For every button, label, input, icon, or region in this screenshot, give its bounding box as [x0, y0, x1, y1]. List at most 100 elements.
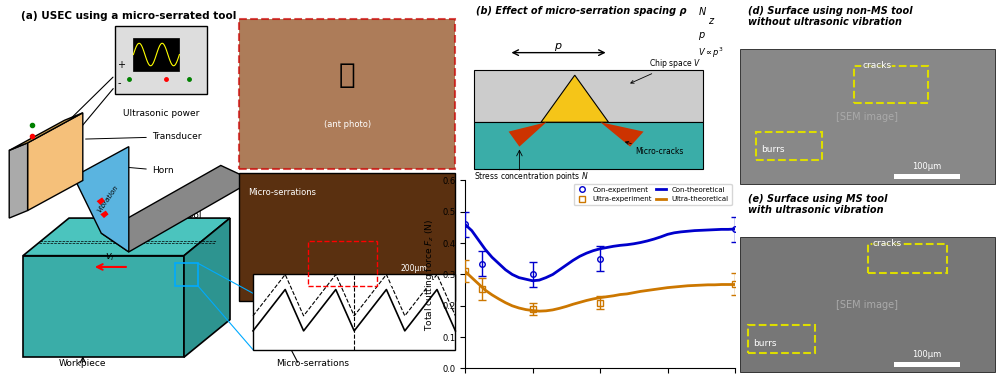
Text: Workpiece: Workpiece — [59, 359, 107, 368]
Polygon shape — [28, 113, 83, 211]
Y-axis label: Total cutting force $F_z$ (N): Total cutting force $F_z$ (N) — [423, 218, 436, 331]
Con-theoretical — [634, 240, 646, 245]
Con-theoretical — [479, 247, 491, 252]
Legend: Con-experiment, Ultra-experiment, Con-theoretical, Ultra-theoretical: Con-experiment, Ultra-experiment, Con-th… — [574, 184, 732, 205]
Ultra-theoretical — [648, 287, 660, 292]
Polygon shape — [97, 197, 105, 205]
Text: burrs: burrs — [762, 145, 785, 154]
Ultra-theoretical — [493, 297, 505, 301]
Bar — [133, 38, 179, 71]
Con-theoretical — [526, 279, 538, 283]
Text: $V \propto p^3$: $V \propto p^3$ — [698, 46, 724, 61]
Line: Ultra-theoretical: Ultra-theoretical — [465, 271, 735, 311]
Ultra-theoretical — [675, 284, 687, 289]
Bar — [115, 26, 207, 94]
Text: Transducer: Transducer — [86, 132, 201, 141]
Text: (a) USEC using a micro-serrated tool: (a) USEC using a micro-serrated tool — [21, 11, 236, 21]
Con-theoretical — [486, 255, 498, 259]
Polygon shape — [509, 122, 546, 147]
Text: $z$: $z$ — [708, 17, 716, 26]
Line: Con-theoretical: Con-theoretical — [465, 224, 735, 281]
Ultra-theoretical — [628, 290, 640, 295]
Ultra-theoretical — [459, 269, 471, 274]
Bar — [748, 325, 814, 353]
Con-theoretical — [662, 232, 674, 237]
Ultra-theoretical — [702, 283, 714, 287]
Text: $p$: $p$ — [554, 41, 563, 53]
Text: 100μm: 100μm — [912, 350, 942, 359]
Ultra-theoretical — [594, 296, 606, 300]
Polygon shape — [100, 211, 109, 218]
Bar — [868, 244, 947, 273]
Ultra-theoretical — [500, 300, 512, 305]
Ultra-theoretical — [716, 282, 728, 287]
Con-theoretical — [648, 237, 660, 241]
Bar — [740, 237, 995, 372]
Bar — [894, 362, 960, 367]
Bar — [175, 263, 198, 286]
Con-theoretical — [493, 261, 505, 266]
Text: [SEM image]: [SEM image] — [836, 300, 898, 309]
Ultra-theoretical — [655, 287, 667, 291]
Text: Tool: Tool — [155, 211, 202, 220]
Text: $N$: $N$ — [698, 5, 707, 17]
Text: cracks: cracks — [873, 239, 902, 248]
Text: 🐜: 🐜 — [339, 61, 356, 89]
Polygon shape — [74, 147, 129, 252]
Ultra-theoretical — [709, 283, 721, 287]
Con-theoretical — [621, 243, 633, 247]
Polygon shape — [23, 218, 230, 256]
Ultra-theoretical — [682, 284, 694, 288]
Ultra-theoretical — [689, 283, 701, 288]
Con-theoretical — [513, 275, 525, 280]
Ultra-theoretical — [533, 309, 545, 314]
Con-theoretical — [466, 228, 478, 233]
Con-theoretical — [567, 258, 579, 262]
Ultra-theoretical — [520, 307, 532, 312]
Text: Horn: Horn — [109, 166, 173, 175]
Text: $v_f$: $v_f$ — [105, 252, 116, 263]
Ultra-theoretical — [608, 294, 620, 298]
Text: Micro-serrations: Micro-serrations — [248, 188, 316, 197]
Polygon shape — [9, 113, 83, 150]
Con-theoretical — [702, 228, 714, 232]
Con-theoretical — [587, 249, 599, 253]
Con-theoretical — [560, 263, 572, 267]
Ultra-theoretical — [554, 306, 566, 311]
Bar — [756, 132, 822, 160]
Con-theoretical — [675, 230, 687, 234]
Con-theoretical — [547, 272, 559, 277]
Con-theoretical — [574, 254, 586, 259]
Ultra-theoretical — [540, 309, 552, 313]
Text: Vibration: Vibration — [97, 185, 120, 214]
Text: Stress concentration points $N$: Stress concentration points $N$ — [474, 170, 588, 183]
Ultra-theoretical — [479, 288, 491, 293]
Bar — [474, 70, 703, 122]
Text: Ultrasonic power: Ultrasonic power — [123, 109, 199, 118]
Ultra-theoretical — [513, 306, 525, 310]
Con-theoretical — [608, 244, 620, 249]
Text: burrs: burrs — [754, 339, 777, 348]
Polygon shape — [101, 165, 253, 252]
Bar — [740, 49, 995, 184]
Ultra-theoretical — [634, 289, 646, 294]
Con-theoretical — [709, 227, 721, 232]
Bar — [854, 66, 928, 103]
Ultra-theoretical — [587, 297, 599, 301]
Con-theoretical — [614, 243, 626, 247]
Ultra-theoretical — [601, 294, 613, 299]
Con-theoretical — [601, 245, 613, 250]
Con-theoretical — [689, 228, 701, 233]
Con-theoretical — [682, 229, 694, 233]
Ultra-theoretical — [466, 275, 478, 280]
Text: Micro-serrations: Micro-serrations — [276, 359, 349, 368]
Ultra-theoretical — [486, 293, 498, 297]
Bar — [391, 280, 437, 286]
Ultra-theoretical — [580, 298, 592, 303]
Con-theoretical — [716, 227, 728, 232]
Ultra-theoretical — [574, 300, 586, 305]
Polygon shape — [600, 122, 644, 147]
Con-theoretical — [473, 238, 485, 242]
Ultra-theoretical — [662, 285, 674, 290]
Polygon shape — [474, 122, 703, 169]
